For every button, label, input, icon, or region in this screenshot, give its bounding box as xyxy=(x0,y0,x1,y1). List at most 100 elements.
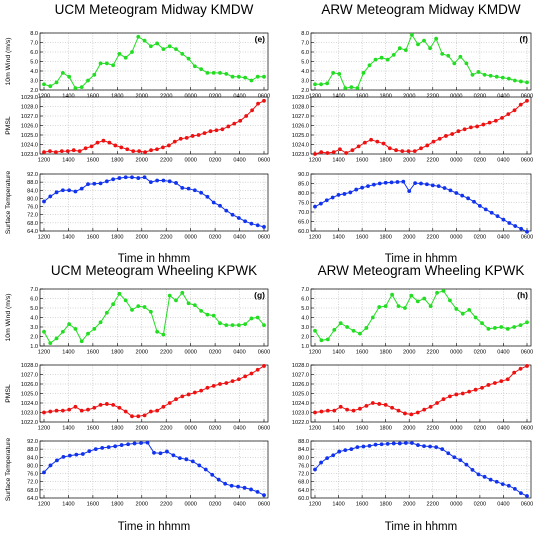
data-point xyxy=(249,78,254,83)
data-point xyxy=(243,219,248,224)
x-tick-label: 1400 xyxy=(62,350,74,356)
data-point xyxy=(92,405,97,410)
data-point xyxy=(440,52,445,56)
data-point xyxy=(98,61,103,66)
data-point xyxy=(224,208,229,213)
data-point xyxy=(192,303,197,308)
x-tick-label: 0400 xyxy=(497,158,509,164)
y-tick-label: 5.0 xyxy=(30,60,38,66)
x-tick-label: 1400 xyxy=(62,426,74,432)
data-point xyxy=(319,409,324,414)
data-point xyxy=(211,384,216,388)
data-point xyxy=(337,71,342,76)
x-tick-label: 0600 xyxy=(258,502,270,508)
data-point xyxy=(131,149,136,154)
x-tick-label: 0000 xyxy=(184,235,196,241)
data-point xyxy=(203,467,208,472)
data-point xyxy=(360,185,365,190)
y-tick-label: 1029.0 xyxy=(21,95,38,101)
data-point xyxy=(132,441,137,446)
x-tick-label: 0000 xyxy=(184,502,196,508)
y-tick-label: 4.0 xyxy=(301,316,309,322)
data-point xyxy=(506,483,511,488)
data-point xyxy=(410,441,414,445)
x-tick-label: 1600 xyxy=(356,94,368,100)
y-tick-label: 76.0 xyxy=(27,472,38,478)
data-point xyxy=(161,178,166,183)
y-tick-label: 1028.0 xyxy=(21,363,38,369)
x-tick-label: 1800 xyxy=(379,235,391,241)
data-point xyxy=(262,323,266,327)
data-point xyxy=(104,61,109,66)
x-tick-label: 2000 xyxy=(136,350,148,356)
data-point xyxy=(98,403,103,407)
data-point xyxy=(331,71,336,75)
x-tick-label: 0600 xyxy=(521,235,533,241)
x-tick-label: 0000 xyxy=(184,426,196,432)
data-point xyxy=(403,306,407,310)
data-point xyxy=(460,391,465,396)
data-point xyxy=(211,71,216,75)
x-tick-label: 1600 xyxy=(356,350,368,356)
x-tick-label: 2000 xyxy=(136,235,148,241)
data-point xyxy=(117,291,122,296)
data-point xyxy=(123,409,128,414)
y-tick-label: 1025.0 xyxy=(21,392,38,398)
y-axis-label: Surface Temperature xyxy=(5,171,12,235)
data-point xyxy=(391,441,396,446)
data-point xyxy=(61,454,66,459)
data-point xyxy=(350,148,355,153)
x-tick-label: 2200 xyxy=(427,235,439,241)
data-point xyxy=(73,404,78,409)
y-tick-label: 1022.0 xyxy=(21,420,38,426)
data-point xyxy=(413,181,418,186)
data-point xyxy=(324,198,329,203)
data-point xyxy=(512,78,517,83)
data-point xyxy=(525,80,529,85)
data-point xyxy=(367,443,372,448)
data-point xyxy=(262,493,266,498)
data-point xyxy=(525,98,529,103)
data-point xyxy=(250,108,255,113)
x-tick-label: 1800 xyxy=(111,94,123,100)
data-point xyxy=(364,326,369,330)
data-point xyxy=(415,299,420,304)
data-point xyxy=(483,207,488,212)
data-point xyxy=(396,408,401,413)
data-point xyxy=(117,52,122,56)
data-point xyxy=(255,367,260,372)
data-point xyxy=(197,463,202,468)
data-point xyxy=(161,47,166,52)
data-point xyxy=(401,179,406,184)
x-tick-label: 1600 xyxy=(356,502,368,508)
y-tick-label: 92.0 xyxy=(27,172,38,178)
y-tick-label: 1024.0 xyxy=(292,143,309,149)
y-tick-label: 64.0 xyxy=(298,488,309,494)
data-point xyxy=(142,413,147,418)
x-tick-label: 0000 xyxy=(450,426,462,432)
data-point xyxy=(104,310,109,315)
data-point xyxy=(65,149,70,154)
data-point xyxy=(236,216,241,220)
data-point xyxy=(119,145,124,150)
x-tick-label: 0200 xyxy=(209,426,221,432)
panel-label: (g) xyxy=(254,290,265,300)
data-point xyxy=(117,405,122,410)
data-point xyxy=(446,451,451,456)
x-tick-label: 0200 xyxy=(474,235,486,241)
data-point xyxy=(230,212,235,217)
y-tick-label: 3.0 xyxy=(301,79,309,85)
data-point xyxy=(396,304,401,308)
chart-panel-2: ARW Meteogram Midway KMDW Time in hhmm 2.0… xyxy=(292,2,533,265)
data-point xyxy=(428,444,432,449)
data-point xyxy=(54,336,59,341)
data-point xyxy=(223,481,228,486)
data-point xyxy=(79,186,84,191)
data-point xyxy=(67,453,72,458)
data-point xyxy=(158,451,163,456)
data-point xyxy=(519,226,524,231)
plot-frame xyxy=(39,96,269,155)
y-tick-label: 1024.0 xyxy=(21,143,38,149)
data-point xyxy=(67,322,72,327)
y-tick-label: 1028.0 xyxy=(292,105,309,111)
